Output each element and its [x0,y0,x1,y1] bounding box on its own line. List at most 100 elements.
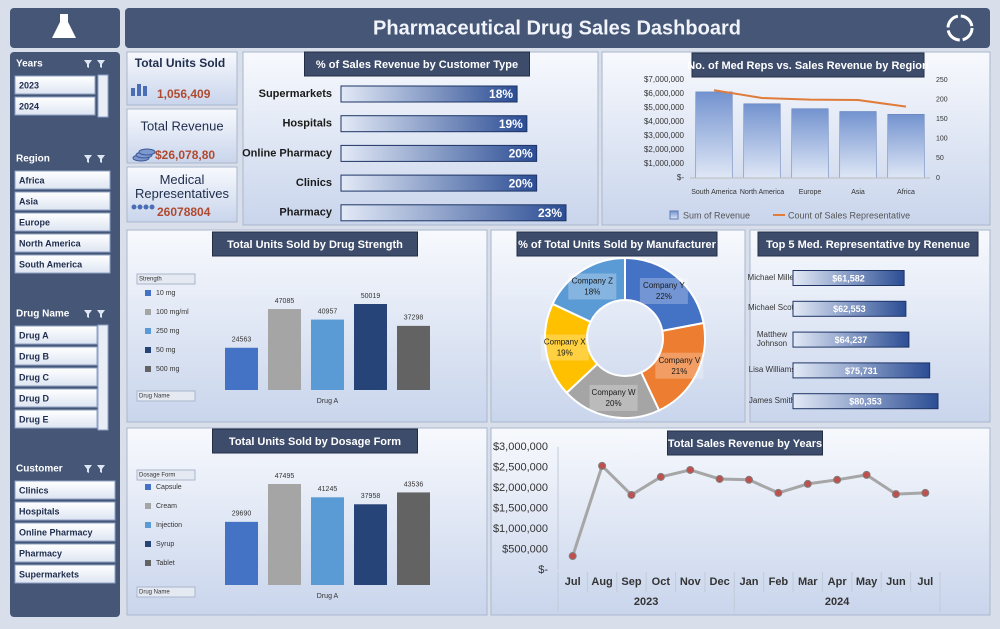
chart-title: % of Total Units Sold by Manufacturer [518,239,717,251]
slicer-item[interactable] [14,254,111,274]
donut-slice [639,321,706,412]
filter-icon[interactable] [84,155,105,163]
slicer-item[interactable] [14,325,98,345]
filter-icon[interactable] [84,310,105,318]
filter-icon[interactable] [84,60,105,68]
chart-title: Total Sales Revenue by Years [668,438,822,450]
slicer-item[interactable] [14,233,111,253]
x-tick-label: Europe [798,189,822,197]
x-tick-label-box: South America [691,189,737,196]
slicer-item-label[interactable]: Online Pharmacy [19,527,93,537]
x-group-label: 2024 [825,596,850,608]
slicer-item-label[interactable]: South America [19,259,83,269]
chart-title: Total Units Sold by Drug Strength [227,239,403,251]
slicer-item[interactable] [14,543,116,563]
panel [242,51,599,226]
kpi-label: Total Revenue [140,118,223,133]
filter-button-label[interactable]: Drug Name [139,590,170,596]
category-label: Drug A [317,398,339,405]
kpi-icon [137,84,141,96]
category-label-box: Lisa Williams [749,365,796,374]
x-tick-label: Asia [851,189,865,197]
bar [792,331,910,348]
slicer-item-label[interactable]: Drug D [19,393,49,403]
slicer-item-label[interactable]: Europe [19,217,50,227]
line-marker [568,552,577,561]
data-label: $61,582 [832,273,865,283]
legend-label: Sum of Revenue [683,210,750,220]
slicer-item[interactable] [14,75,96,95]
chart-title: Total Units Sold by Dosage Form [229,436,401,448]
slicer-item[interactable] [14,501,116,521]
header-bar [125,8,990,48]
filter-button[interactable] [136,273,196,285]
slicer-item[interactable] [14,409,98,429]
x-tick-label-box: North America [740,189,784,196]
slicer-item-label[interactable]: Drug C [19,372,49,382]
bar [792,393,939,410]
slicer-item[interactable] [14,96,96,116]
slicer-title: Region [16,154,50,165]
slicer-item-label[interactable]: Hospitals [19,506,60,516]
line-marker [803,479,812,488]
bar [340,204,567,222]
category-label: James Smith [748,395,796,405]
data-label: 47495 [275,473,295,480]
category-label: Supermarkets [259,88,332,100]
bar [268,309,301,390]
slicer-item[interactable] [14,346,98,366]
line-marker [774,488,783,497]
legend-swatch [145,309,151,315]
filter-button[interactable] [136,390,196,402]
x-tick-label: Apr [828,576,848,588]
slicer-scrollbar [97,324,109,431]
y-tick-label: $1,000,000 [493,523,548,535]
slicer-item-label[interactable]: Asia [19,196,39,206]
kpi-icon [149,204,155,210]
slicer-item-label[interactable]: Africa [19,175,46,185]
x-tick-label: Africa [897,189,915,197]
slicer-item[interactable] [14,191,111,211]
slicer-item-label[interactable]: 2023 [19,80,39,90]
legend-label: 500 mg [156,366,179,373]
bar [311,319,344,390]
slicer-item-label[interactable]: North America [19,238,82,248]
slicer-item-label[interactable]: Drug B [19,351,49,361]
y-tick-label: $- [677,173,684,182]
slicer-item-label[interactable]: Drug A [19,330,49,340]
slicer-item[interactable] [14,522,116,542]
y-tick-label: $1,500,000 [493,502,548,514]
y-tick-label: $2,000,000 [644,145,685,154]
bar [743,103,781,179]
data-label: 21% [671,367,687,376]
legend-label: Count of Sales Representative [788,210,910,220]
slicer-item[interactable] [14,170,111,190]
slicer-item-label[interactable]: Pharmacy [19,548,62,558]
slicer-item-label[interactable]: Supermarkets [19,569,79,579]
filter-button[interactable] [136,586,196,598]
panel [126,51,238,106]
bar [225,347,258,390]
slicer-item-label[interactable]: 2024 [19,101,39,111]
slicer-item[interactable] [14,367,98,387]
slicer-item[interactable] [14,388,98,408]
slicer-title: Years [16,59,43,70]
y2-tick-label: 100 [936,136,948,143]
refresh-icon[interactable] [946,14,974,42]
filter-button-label[interactable]: Dosage Form [139,473,175,479]
slicer-item-label[interactable]: Drug E [19,414,49,424]
kpi-icon [131,204,137,210]
kpi-value: 26078804 [157,205,211,219]
slicer-item-label[interactable]: Clinics [19,485,49,495]
slicer-item[interactable] [14,480,116,500]
filter-button[interactable] [136,469,196,481]
filter-button-label[interactable]: Drug Name [139,394,170,400]
filter-icon[interactable] [84,465,105,473]
data-label-box [655,352,704,379]
slicer-item[interactable] [14,564,116,584]
slicer-item[interactable] [14,212,111,232]
category-label: Company Z [572,277,613,286]
line-marker [921,488,930,497]
filter-button-label[interactable]: Strength [139,277,162,283]
